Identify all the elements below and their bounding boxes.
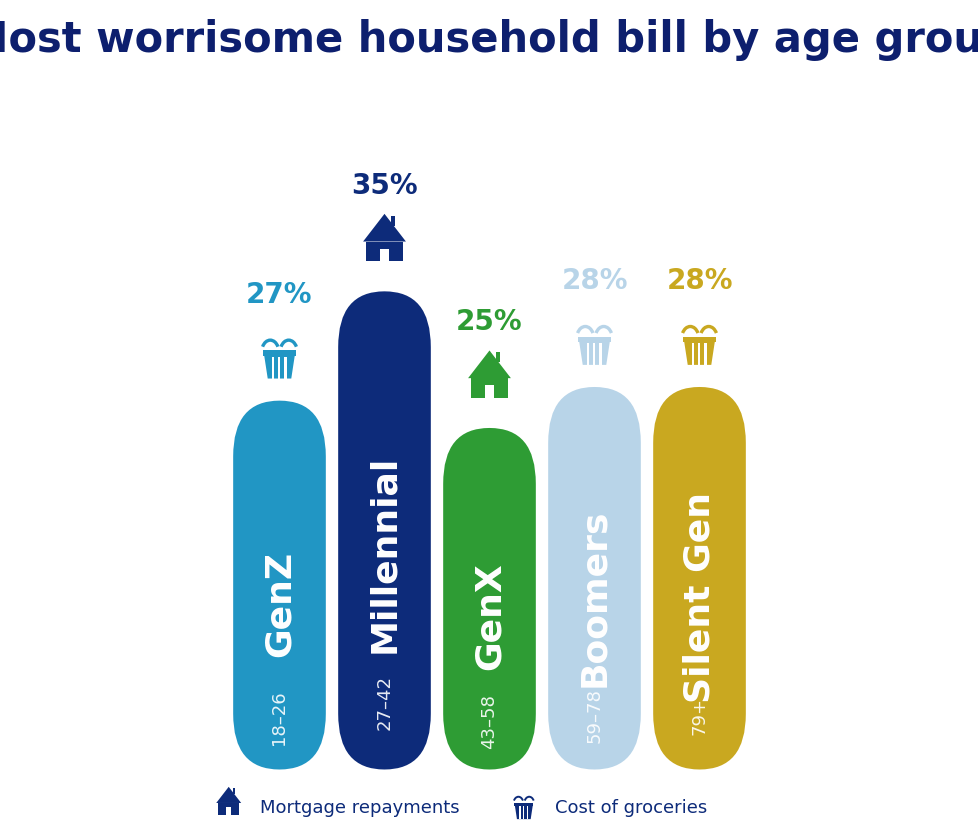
Text: Most worrisome household bill by age group: Most worrisome household bill by age gro… (0, 19, 978, 61)
Bar (513, 803, 533, 806)
FancyBboxPatch shape (443, 428, 535, 769)
Bar (697, 343, 700, 365)
Bar (683, 337, 715, 342)
Polygon shape (216, 787, 241, 803)
Bar (599, 343, 601, 365)
Bar (485, 385, 493, 398)
Bar (218, 803, 239, 814)
Bar (586, 343, 589, 365)
Text: 43–58: 43–58 (480, 694, 498, 749)
Text: GenX: GenX (472, 562, 506, 670)
Bar (593, 343, 595, 365)
Text: 28%: 28% (666, 267, 732, 295)
Bar (518, 807, 520, 819)
Text: 79+: 79+ (689, 697, 708, 735)
Text: Millennial: Millennial (367, 455, 401, 653)
Polygon shape (579, 341, 609, 365)
Text: GenZ: GenZ (262, 550, 296, 657)
Bar (578, 337, 610, 342)
Text: 25%: 25% (456, 309, 522, 336)
Bar (233, 788, 235, 793)
FancyBboxPatch shape (652, 387, 745, 769)
FancyBboxPatch shape (233, 401, 326, 769)
Bar (690, 343, 693, 365)
Text: Cost of groceries: Cost of groceries (555, 799, 706, 818)
Text: Boomers: Boomers (577, 508, 611, 686)
Bar (366, 242, 402, 261)
Text: 28%: 28% (560, 267, 627, 295)
Bar (390, 216, 395, 226)
Bar (496, 353, 500, 363)
Bar (226, 807, 231, 814)
FancyBboxPatch shape (548, 387, 641, 769)
Bar (263, 350, 295, 355)
Polygon shape (514, 805, 532, 819)
Bar (522, 807, 524, 819)
FancyBboxPatch shape (337, 291, 430, 769)
Text: 27%: 27% (246, 281, 312, 309)
Bar (526, 807, 527, 819)
Bar (470, 378, 508, 398)
Text: Mortgage repayments: Mortgage repayments (259, 799, 459, 818)
Polygon shape (363, 214, 406, 242)
Bar (380, 249, 388, 261)
Text: 35%: 35% (351, 172, 418, 200)
Text: 59–78: 59–78 (585, 689, 602, 744)
Bar (284, 357, 287, 378)
Bar (278, 357, 280, 378)
Polygon shape (467, 350, 511, 378)
Text: 18–26: 18–26 (270, 691, 289, 745)
Bar (703, 343, 706, 365)
Text: 27–42: 27–42 (376, 675, 393, 730)
Polygon shape (684, 341, 714, 365)
Bar (271, 357, 274, 378)
Text: Silent Gen: Silent Gen (682, 492, 716, 703)
Polygon shape (264, 354, 294, 378)
